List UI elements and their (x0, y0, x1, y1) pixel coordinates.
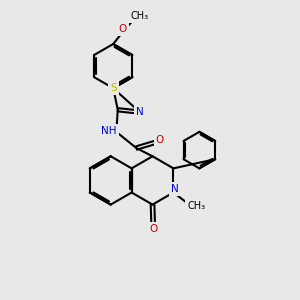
Text: N: N (171, 184, 179, 194)
Text: O: O (149, 224, 157, 234)
Text: O: O (156, 135, 164, 146)
Text: N: N (136, 107, 144, 117)
Text: CH₃: CH₃ (187, 201, 205, 211)
Text: NH: NH (101, 126, 117, 136)
Text: CH₃: CH₃ (131, 11, 149, 21)
Text: S: S (110, 83, 116, 93)
Text: O: O (119, 24, 127, 34)
